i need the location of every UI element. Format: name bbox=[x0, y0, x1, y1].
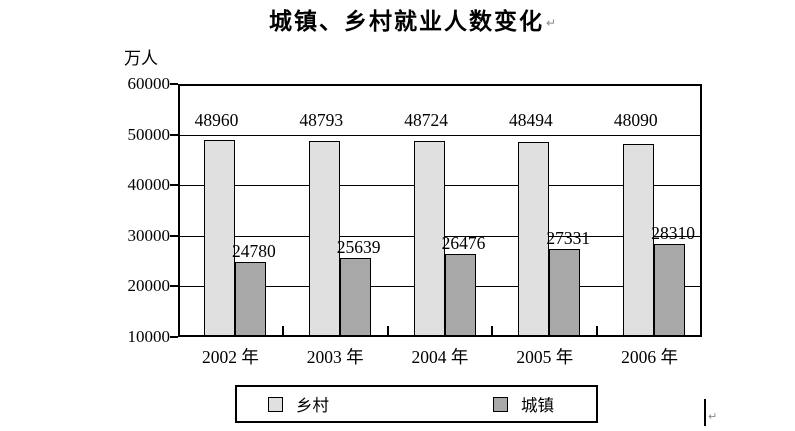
legend-label-rural: 乡村 bbox=[296, 396, 329, 415]
y-axis-tick-label: 40000 bbox=[127, 175, 171, 195]
x-axis-tick-mark bbox=[281, 326, 284, 336]
y-axis-tick-mark bbox=[170, 83, 178, 85]
urban-swatch-icon bbox=[493, 396, 508, 412]
paragraph-mark-icon: ↵ bbox=[545, 16, 557, 30]
urban-bar bbox=[549, 249, 581, 336]
y-axis-tick-mark bbox=[170, 336, 178, 338]
text-cursor bbox=[704, 399, 706, 426]
chart-title: 城镇、乡村就业人数变化 bbox=[268, 9, 544, 34]
y-axis-tick-mark bbox=[170, 184, 178, 187]
rural-bar bbox=[518, 142, 550, 336]
x-axis-tick-mark bbox=[596, 326, 599, 336]
legend-entry-urban: 城镇 bbox=[493, 387, 554, 421]
x-axis-category-label: 2006 年 bbox=[621, 347, 679, 367]
urban-bar-value-label: 25639 bbox=[336, 236, 381, 257]
x-axis-category-label: 2002 年 bbox=[201, 347, 259, 367]
chart-legend: 乡村 城镇 bbox=[235, 385, 598, 423]
urban-bar-value-label: 27331 bbox=[546, 228, 591, 249]
x-axis-category-label: 2003 年 bbox=[306, 347, 364, 367]
y-axis-unit-label: 万人 bbox=[124, 49, 158, 68]
urban-bar bbox=[235, 262, 266, 336]
x-axis-category-label: 2005 年 bbox=[516, 347, 574, 367]
y-axis-tick-label: 20000 bbox=[127, 276, 171, 296]
x-axis-tick-mark bbox=[386, 326, 389, 336]
x-axis-tick-mark bbox=[491, 326, 494, 336]
urban-bar bbox=[444, 253, 476, 336]
urban-bar-value-label: 26476 bbox=[441, 232, 486, 253]
urban-bar bbox=[339, 257, 371, 336]
y-axis-tick-mark bbox=[170, 133, 178, 136]
rural-bar-value-label: 48494 bbox=[509, 110, 553, 130]
rural-bar bbox=[204, 139, 235, 336]
rural-bar bbox=[308, 140, 340, 336]
rural-bar-value-label: 48793 bbox=[299, 110, 344, 130]
legend-entry-rural: 乡村 bbox=[268, 387, 329, 421]
y-axis-tick-mark bbox=[170, 234, 178, 237]
rural-bar-value-label: 48960 bbox=[194, 110, 239, 130]
rural-swatch-icon bbox=[268, 396, 283, 412]
rural-bar-value-label: 48090 bbox=[613, 110, 658, 130]
y-axis-tick-label: 50000 bbox=[127, 124, 171, 144]
legend-label-urban: 城镇 bbox=[521, 396, 554, 415]
urban-bar bbox=[654, 244, 686, 336]
y-axis-tick-mark bbox=[170, 285, 178, 288]
urban-bar-value-label: 24780 bbox=[232, 241, 276, 262]
chart-title-row: 城镇、乡村就业人数变化 ↵ bbox=[0, 2, 795, 36]
gridline bbox=[178, 134, 702, 136]
x-axis-category-label: 2004 年 bbox=[411, 347, 469, 367]
y-axis-tick-label: 60000 bbox=[127, 74, 171, 93]
rural-bar bbox=[623, 144, 655, 336]
rural-bar bbox=[413, 141, 445, 336]
y-axis-tick-label: 10000 bbox=[127, 327, 171, 346]
rural-bar-value-label: 48724 bbox=[404, 110, 448, 130]
urban-bar-value-label: 28310 bbox=[651, 223, 695, 244]
y-axis-tick-label: 30000 bbox=[127, 225, 171, 245]
paragraph-mark-icon: ↵ bbox=[708, 410, 718, 423]
